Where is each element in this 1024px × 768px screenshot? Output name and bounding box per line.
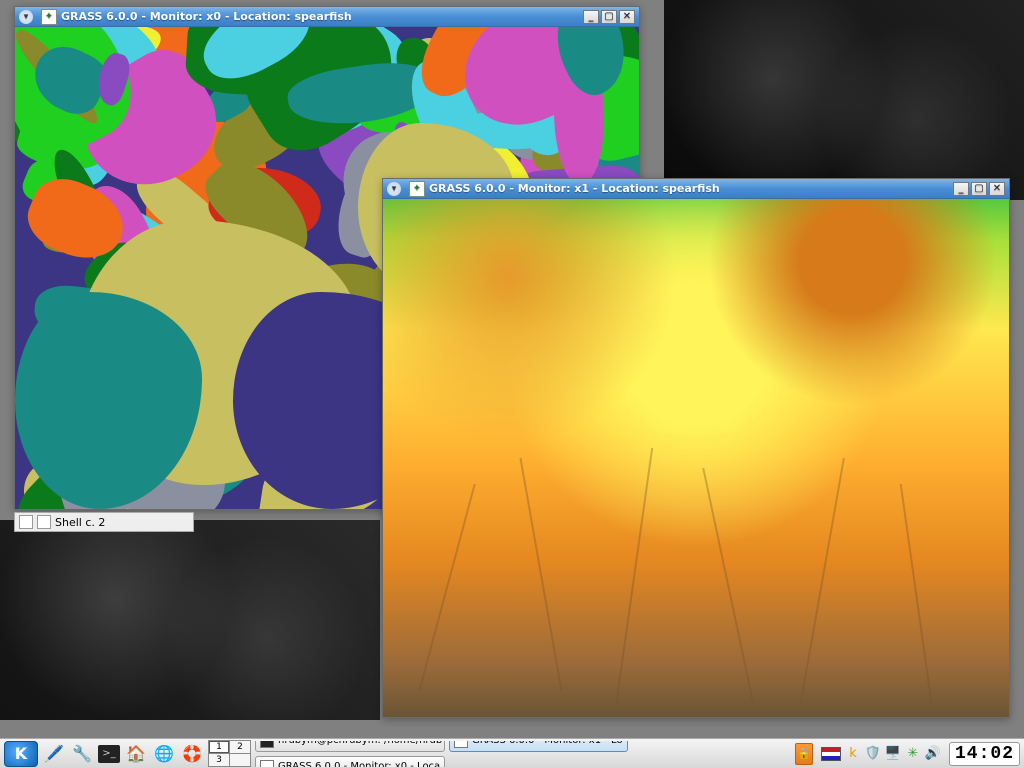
shell-tab[interactable]: Shell c. 2 <box>14 512 194 532</box>
help-icon[interactable]: 🛟 <box>180 742 204 766</box>
grass-app-icon: ✦ <box>41 9 57 25</box>
system-tray: k 🛡️ 🖥️ ✳ 🔊 <box>817 746 945 762</box>
task-icon <box>260 741 274 748</box>
taskbar-task[interactable]: GRASS 6.0.0 - Monitor: x1 - Lo <box>449 741 628 752</box>
settings-icon[interactable]: 🔧 <box>70 742 94 766</box>
tray-network-icon[interactable]: ✳ <box>905 746 921 762</box>
browser-icon[interactable]: 🌐 <box>152 742 176 766</box>
task-icon <box>260 760 274 767</box>
tray-klipper-icon[interactable]: k <box>845 746 861 762</box>
window-grass-monitor-x1[interactable]: ▾ ✦ GRASS 6.0.0 - Monitor: x1 - Location… <box>382 178 1010 718</box>
window-title-x0: GRASS 6.0.0 - Monitor: x0 - Location: sp… <box>61 10 583 23</box>
tray-volume-icon[interactable]: 🔊 <box>925 746 941 762</box>
taskbar-task[interactable]: hrubym@pchrubym: /home/hrub <box>255 741 445 752</box>
desktop-icon[interactable]: 🖊️ <box>42 742 66 766</box>
pager-3[interactable]: 3 <box>209 754 229 766</box>
clock[interactable]: 14:02 <box>949 742 1020 766</box>
minimize-button[interactable]: _ <box>583 10 599 24</box>
window-menu-icon[interactable]: ▾ <box>387 182 401 196</box>
close-button[interactable]: ✕ <box>619 10 635 24</box>
titlebar-x1[interactable]: ▾ ✦ GRASS 6.0.0 - Monitor: x1 - Location… <box>383 179 1009 199</box>
pager-2[interactable]: 2 <box>230 741 250 753</box>
task-label: GRASS 6.0.0 - Monitor: x0 - Loca <box>278 761 440 767</box>
desktop: ▾ ✦ GRASS 6.0.0 - Monitor: x0 - Location… <box>0 0 1024 768</box>
home-icon[interactable]: 🏠 <box>124 742 148 766</box>
tray-display-icon[interactable]: 🖥️ <box>885 746 901 762</box>
map-canvas-x1 <box>383 199 1009 717</box>
wallpaper-region-right <box>664 0 1024 200</box>
desktop-pager[interactable]: 1 2 3 <box>208 740 251 767</box>
window-title-x1: GRASS 6.0.0 - Monitor: x1 - Location: sp… <box>429 182 953 195</box>
task-label: GRASS 6.0.0 - Monitor: x1 - Lo <box>472 741 623 747</box>
lock-screen-button[interactable]: 🔒 <box>795 743 813 765</box>
k-menu-button[interactable]: K <box>4 741 38 767</box>
maximize-button[interactable]: ▢ <box>971 182 987 196</box>
terminal-icon[interactable]: >_ <box>98 745 120 763</box>
shell-icon <box>37 515 51 529</box>
taskbar-task[interactable]: GRASS 6.0.0 - Monitor: x0 - Loca <box>255 756 445 767</box>
task-label: hrubym@pchrubym: /home/hrub <box>278 741 442 747</box>
tray-shield-icon[interactable]: 🛡️ <box>865 746 881 762</box>
task-icon <box>454 741 468 748</box>
keyboard-layout-icon[interactable] <box>821 747 841 761</box>
pager-1[interactable]: 1 <box>209 741 229 753</box>
grass-app-icon: ✦ <box>409 181 425 197</box>
minimize-button[interactable]: _ <box>953 182 969 196</box>
titlebar-x0[interactable]: ▾ ✦ GRASS 6.0.0 - Monitor: x0 - Location… <box>15 7 639 27</box>
maximize-button[interactable]: ▢ <box>601 10 617 24</box>
wallpaper-region-left <box>0 520 380 720</box>
close-button[interactable]: ✕ <box>989 182 1005 196</box>
window-menu-icon[interactable]: ▾ <box>19 10 33 24</box>
pager-4[interactable] <box>230 754 250 766</box>
taskbar: K 🖊️ 🔧 >_ 🏠 🌐 🛟 1 2 3 hrubym@pchrubym: /… <box>0 738 1024 768</box>
shell-label: Shell c. 2 <box>55 516 105 529</box>
shell-icon <box>19 515 33 529</box>
